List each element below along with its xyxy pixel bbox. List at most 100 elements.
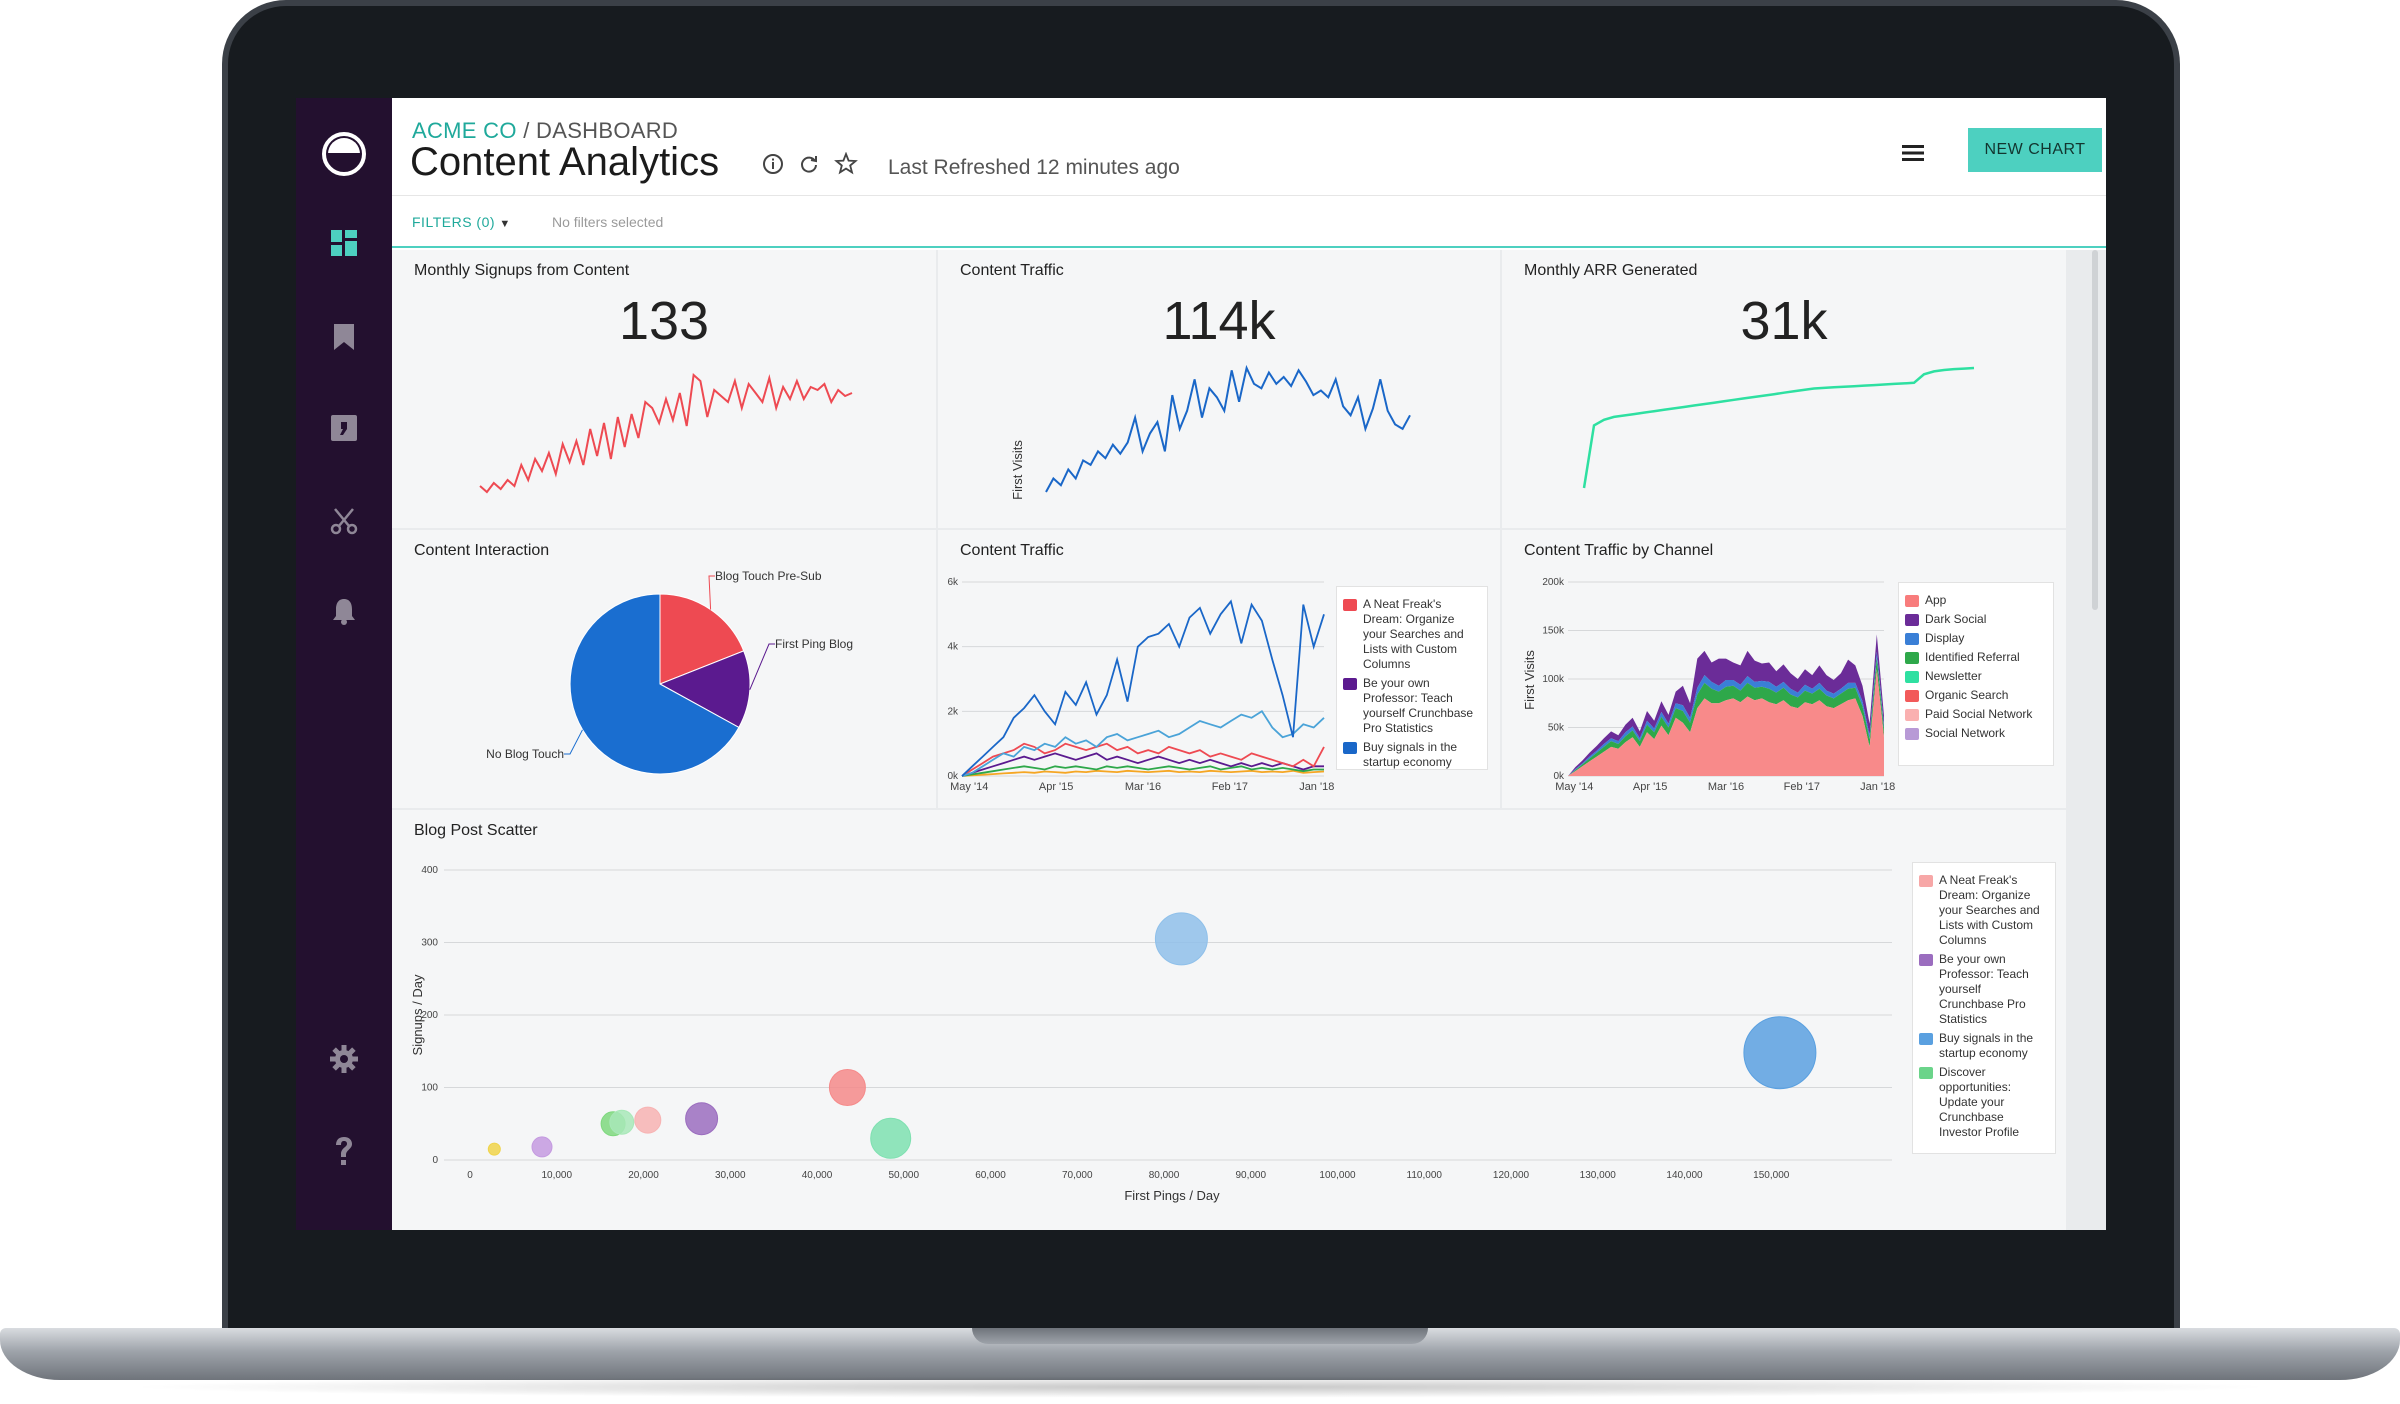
bookmark-icon[interactable] — [296, 312, 392, 362]
legend-item[interactable]: Organic Search — [1905, 688, 2047, 703]
pie-label: First Ping Blog — [775, 637, 853, 651]
series-line — [961, 742, 1325, 777]
legend-item[interactable]: App — [1905, 593, 2047, 608]
legend-swatch — [1343, 678, 1357, 690]
filters-dropdown[interactable]: FILTERS (0) ▼ — [412, 214, 511, 230]
dashboard-icon[interactable] — [296, 218, 392, 268]
legend-swatch — [1919, 954, 1933, 966]
legend-label: Buy signals in the startup economy — [1939, 1031, 2034, 1060]
page-title: Content Analytics — [410, 140, 720, 184]
gear-icon[interactable] — [296, 1034, 392, 1084]
legend-swatch — [1905, 614, 1919, 626]
y-tick-label: 200k — [1542, 577, 1565, 588]
legend-item[interactable]: Paid Social Network — [1905, 707, 2047, 722]
breadcrumb-org[interactable]: ACME CO — [412, 118, 517, 143]
card-title: Monthly ARR Generated — [1524, 262, 1698, 279]
scissors-icon[interactable] — [296, 496, 392, 546]
scatter-point — [634, 1106, 662, 1134]
series-line — [961, 765, 1324, 777]
legend-label: Discover opportunities: Update your Crun… — [1939, 1065, 2020, 1139]
legend-label: Identified Referral — [1925, 650, 2020, 664]
menu-icon[interactable] — [1902, 144, 1924, 162]
pie-label: Blog Touch Pre-Sub — [715, 569, 822, 583]
legend-label: Social Network — [1925, 726, 2006, 740]
star-icon[interactable] — [834, 152, 858, 176]
legend-item[interactable]: Social Network — [1905, 726, 2047, 741]
pie-label-line — [708, 575, 715, 610]
refresh-icon[interactable] — [798, 153, 820, 175]
x-tick-label: 130,000 — [1580, 1170, 1617, 1181]
kpi-value: 114k — [1162, 291, 1276, 351]
series-line — [961, 599, 1325, 777]
legend-item[interactable]: Display — [1905, 631, 2047, 646]
y-axis-label: Signups / Day — [410, 974, 425, 1055]
legend-item[interactable]: Be your own Professor: Teach yourself Cr… — [1919, 952, 2049, 1027]
scatter-point — [870, 1117, 912, 1159]
x-tick-label: 140,000 — [1666, 1170, 1703, 1181]
legend-label: Organic Search — [1925, 688, 2009, 702]
area-layer — [1568, 634, 1884, 776]
card-traffic-kpi[interactable]: Content Traffic 114k First Visits — [938, 250, 1500, 528]
legend-swatch — [1919, 1033, 1933, 1045]
main-area: ACME CO / DASHBOARD Content Analytics La… — [392, 98, 2106, 1230]
legend-swatch — [1905, 728, 1919, 740]
card-title: Content Traffic — [960, 542, 1064, 559]
card-arr[interactable]: Monthly ARR Generated 31k — [1502, 250, 2066, 528]
card-title: Content Traffic by Channel — [1524, 542, 1714, 559]
breadcrumb-section[interactable]: DASHBOARD — [536, 118, 679, 143]
laptop-shadow — [120, 1376, 2280, 1398]
y-axis-label: First Visits — [1522, 650, 1537, 710]
legend-item[interactable]: Buy signals in the startup economy — [1343, 740, 1481, 769]
legend-item[interactable]: A Neat Freak's Dream: Organize your Sear… — [1919, 873, 2049, 948]
area-layer — [1568, 669, 1884, 776]
info-icon[interactable] — [762, 153, 784, 175]
legend-label: Buy signals in the startup economy — [1363, 740, 1458, 769]
x-axis-label: First Pings / Day — [1124, 1188, 1220, 1203]
x-tick-label: 40,000 — [802, 1170, 833, 1181]
legend-swatch — [1343, 742, 1357, 754]
scrollbar[interactable] — [2092, 250, 2098, 610]
card-scatter[interactable]: Blog Post Scatter 0 100 200 300 400 0 10,000 20… — [392, 810, 2066, 1230]
card-interaction[interactable]: Content Interaction Blog Touch Pre-Sub Fi… — [392, 530, 936, 808]
help-icon[interactable] — [296, 1126, 392, 1176]
title-actions — [762, 152, 858, 176]
legend-item[interactable]: Buy signals in the startup economy — [1919, 1031, 2049, 1061]
legend-item[interactable]: Discover opportunities: Update your Crun… — [1919, 1065, 2049, 1140]
x-tick-label: 120,000 — [1493, 1170, 1530, 1181]
interaction-pie-chart: Blog Touch Pre-Sub First Ping Blog No Blog… — [486, 569, 853, 775]
card-title: Blog Post Scatter — [414, 822, 538, 839]
arr-sparkline — [1582, 366, 1975, 489]
y-tick-label: 300 — [421, 938, 438, 949]
traffic-line — [1045, 364, 1411, 493]
card-signups[interactable]: Monthly Signups from Content 133 — [392, 250, 936, 528]
new-chart-button[interactable]: NEW CHART — [1968, 128, 2102, 172]
card-channel[interactable]: Content Traffic by Channel 0k 50k 100k 150k… — [1502, 530, 2066, 808]
y-tick-label: 50k — [1548, 723, 1565, 734]
legend-item[interactable]: Newsletter — [1905, 669, 2047, 684]
bell-icon[interactable] — [296, 586, 392, 636]
legend-swatch — [1919, 875, 1933, 887]
card-title: Monthly Signups from Content — [414, 262, 630, 279]
logo-icon[interactable] — [296, 124, 392, 184]
legend-label: Newsletter — [1925, 669, 1982, 683]
note-icon[interactable] — [296, 403, 392, 453]
x-tick-label: 50,000 — [888, 1170, 919, 1181]
legend-item[interactable]: A Neat Freak's Dream: Organize your Sear… — [1343, 597, 1481, 672]
legend-label: Display — [1925, 631, 1965, 645]
channel-area-chart: 0k 50k 100k 150k 200k May '14 Apr '15 Mar '16 Fe… — [1522, 577, 1895, 793]
card-traffic-multi[interactable]: Content Traffic 0k 2k 4k 6k May '14 Apr '15 Ma… — [938, 530, 1500, 808]
filters-bar: FILTERS (0) ▼ No filters selected — [392, 196, 2106, 248]
series-line — [961, 769, 1325, 777]
legend-item[interactable]: Identified Referral — [1905, 650, 2047, 665]
x-tick-label: 80,000 — [1149, 1170, 1180, 1181]
legend-item[interactable]: Be your own Professor: Teach yourself Cr… — [1343, 676, 1481, 736]
x-tick-label: 70,000 — [1062, 1170, 1093, 1181]
signups-line — [479, 373, 853, 494]
legend-label: A Neat Freak's Dream: Organize your Sear… — [1939, 873, 2040, 947]
kpi-value: 31k — [1740, 291, 1828, 351]
legend-item[interactable]: Dark Social — [1905, 612, 2047, 627]
card-title: Content Traffic — [960, 262, 1064, 279]
scatter-point — [1154, 912, 1208, 966]
legend-swatch — [1905, 633, 1919, 645]
x-tick-label: Jan '18 — [1860, 781, 1895, 793]
